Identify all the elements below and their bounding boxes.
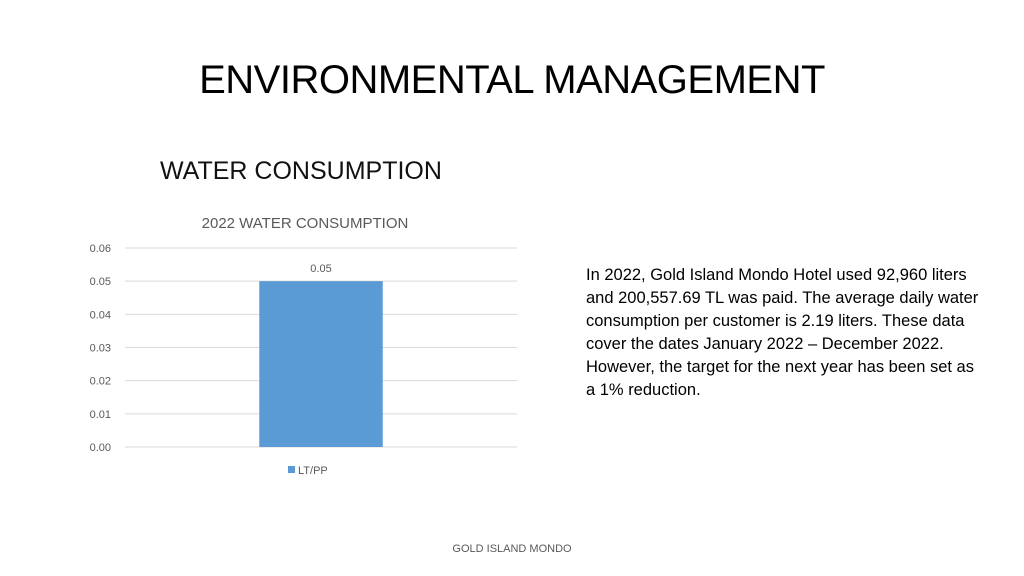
y-tick-label: 0.01 (90, 409, 111, 421)
slide-title: ENVIRONMENTAL MANAGEMENT (199, 58, 825, 102)
chart-title: 2022 WATER CONSUMPTION (202, 215, 409, 232)
y-tick-label: 0.00 (90, 442, 111, 454)
y-tick-label: 0.05 (90, 276, 111, 288)
y-tick-label: 0.02 (90, 376, 111, 388)
y-axis-ticks: 0.00 0.01 0.02 0.03 0.04 0.05 0.06 (90, 243, 111, 454)
bar (259, 281, 383, 447)
y-tick-label: 0.03 (90, 343, 111, 355)
data-labels: 0.05 (310, 263, 331, 275)
slide-subtitle: WATER CONSUMPTION (160, 157, 442, 185)
y-tick-label: 0.04 (90, 309, 111, 321)
chart-bars (259, 281, 383, 447)
chart-legend: LT/PP (288, 465, 328, 477)
description-text: In 2022, Gold Island Mondo Hotel used 92… (586, 266, 979, 399)
y-tick-label: 0.06 (90, 243, 111, 255)
footer-text: GOLD ISLAND MONDO (452, 543, 572, 555)
legend-swatch (288, 466, 295, 473)
bar-data-label: 0.05 (310, 263, 331, 275)
legend-label: LT/PP (298, 465, 328, 477)
